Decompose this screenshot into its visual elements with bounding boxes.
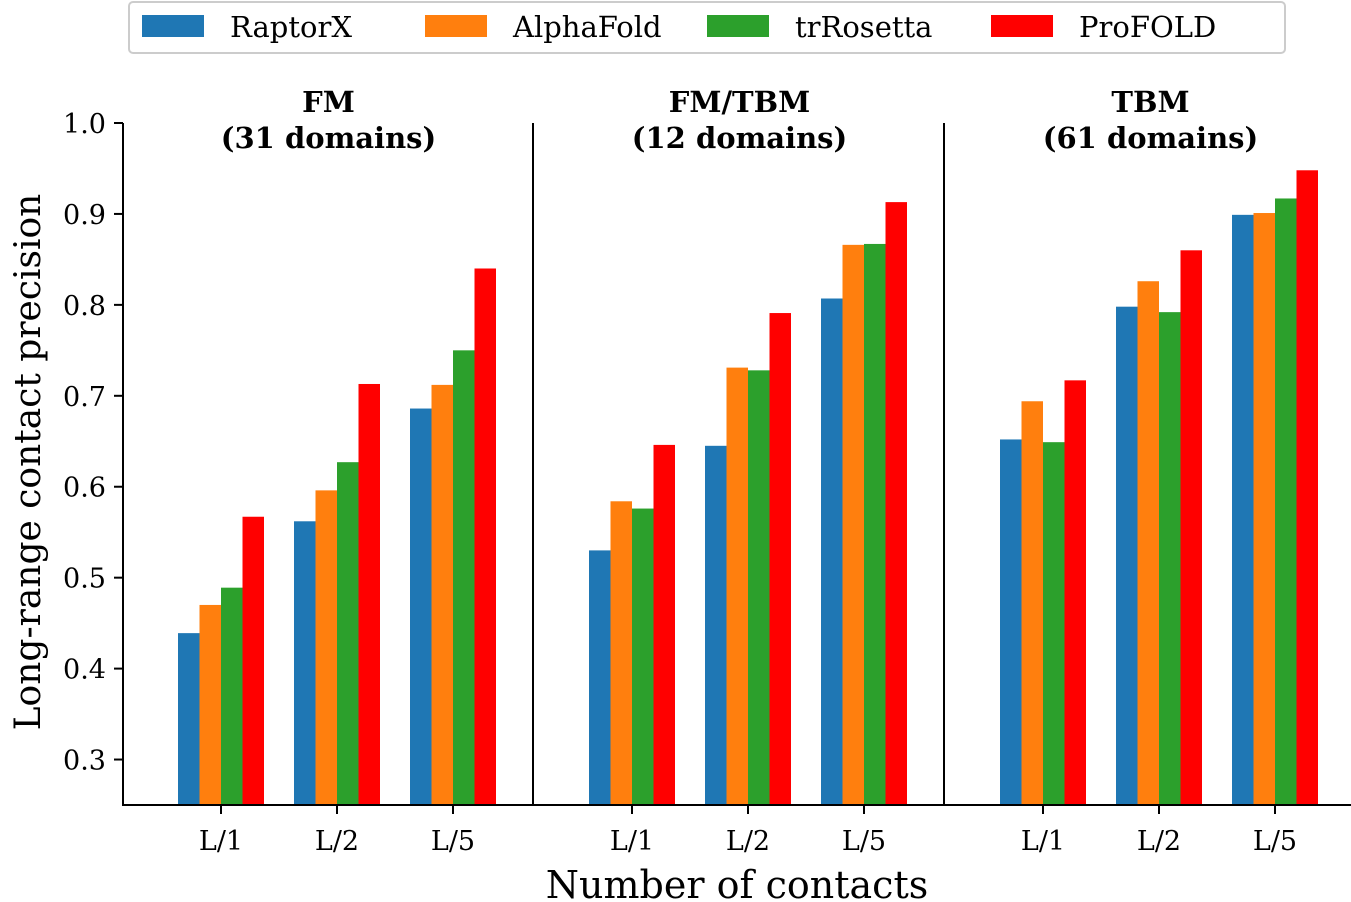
x-tick-label: L/5 [431,826,475,857]
bar-raptorx-l-5 [1232,214,1254,806]
y-tick-label: 0.6 [63,473,106,504]
panel-3 [1000,170,1318,806]
bar-profold-l-5 [885,202,907,805]
bar-profold-l-2 [1180,250,1202,806]
legend-swatch [425,15,487,37]
bar-raptorx-l-5 [410,408,432,805]
x-tick-label: L/2 [726,826,770,857]
bar-alphafold-l-1 [199,604,221,805]
bar-trrosetta-l-2 [337,462,359,805]
x-tick-label: L/1 [1021,826,1065,857]
bar-alphafold-l-5 [431,384,453,805]
panel-title-line1: FM/TBM [669,85,810,119]
legend-label: AlphaFold [512,10,662,44]
y-tick-label: 0.4 [63,655,106,686]
bar-alphafold-l-5 [1253,213,1275,806]
legend-item-raptorx: RaptorX [142,10,352,44]
x-tick-label: L/1 [199,826,243,857]
bar-trrosetta-l-5 [453,350,475,805]
x-tick-label: L/1 [610,826,654,857]
y-tick-label: 0.9 [63,200,106,231]
bar-trrosetta-l-2 [1159,312,1181,805]
legend: RaptorX AlphaFold trRosetta ProFOLD [128,1,1286,54]
bar-raptorx-l-2 [705,445,727,805]
bar-profold-l-2 [769,313,791,805]
bar-trrosetta-l-1 [632,508,654,805]
bar-alphafold-l-1 [610,501,632,805]
panel-title-line2: (31 domains) [221,121,436,155]
bar-trrosetta-l-5 [1275,198,1297,805]
y-tick-label: 0.5 [63,564,106,595]
bar-alphafold-l-5 [842,244,864,806]
bar-alphafold-l-1 [1021,401,1043,805]
legend-item-alphafold: AlphaFold [425,10,662,44]
bar-raptorx-l-5 [821,298,843,805]
bar-raptorx-l-1 [1000,439,1022,805]
bar-alphafold-l-2 [726,367,748,805]
bar-profold-l-5 [1296,170,1318,805]
legend-swatch [991,15,1053,37]
x-axis: L/1 L/2 L/5 L/1 L/2 L/5 L/1 L/2 L/5 Number of co… [122,804,1351,902]
panel-title-line1: TBM [1111,85,1189,119]
x-tick-label: L/2 [1137,826,1181,857]
bar-raptorx-l-1 [589,550,611,805]
bar-trrosetta-l-1 [1043,442,1065,805]
bar-trrosetta-l-1 [221,587,243,805]
bar-alphafold-l-2 [1137,281,1159,805]
panel-title-line2: (61 domains) [1043,121,1258,155]
bar-profold-l-1 [653,444,675,805]
x-axis-label: Number of contacts [546,863,928,902]
legend-item-trrosetta: trRosetta [707,10,932,44]
legend-swatch [142,15,204,37]
legend-item-profold: ProFOLD [991,10,1216,44]
panel-title-line1: FM [302,85,355,119]
y-axis-label: Long-range contact precision [8,194,49,731]
bar-trrosetta-l-2 [748,370,770,805]
bar-raptorx-l-2 [1116,306,1138,805]
bar-trrosetta-l-5 [864,243,886,805]
panel-2 [589,202,907,806]
y-axis: 0.3 0.4 0.5 0.6 0.7 0.8 0.9 1.0 Long-range cont… [8,109,124,805]
x-tick-label: L/5 [842,826,886,857]
x-tick-label: L/2 [315,826,359,857]
bar-alphafold-l-2 [315,490,337,805]
bar-raptorx-l-1 [178,633,200,805]
y-tick-label: 0.7 [63,382,106,413]
legend-label: ProFOLD [1079,10,1216,44]
legend-label: RaptorX [230,10,352,44]
y-tick-label: 1.0 [63,109,106,140]
bar-profold-l-2 [358,383,380,805]
x-tick-label: L/5 [1253,826,1297,857]
legend-swatch [707,15,769,37]
bar-profold-l-1 [242,516,264,805]
bar-profold-l-5 [474,268,496,805]
legend-label: trRosetta [795,10,932,44]
panel-title-line2: (12 domains) [632,121,847,155]
plot-area [178,170,1318,806]
panel-1 [178,268,496,805]
y-tick-label: 0.3 [63,746,106,777]
y-tick-label: 0.8 [63,291,106,322]
bar-profold-l-1 [1064,380,1086,805]
bar-raptorx-l-2 [294,521,316,805]
